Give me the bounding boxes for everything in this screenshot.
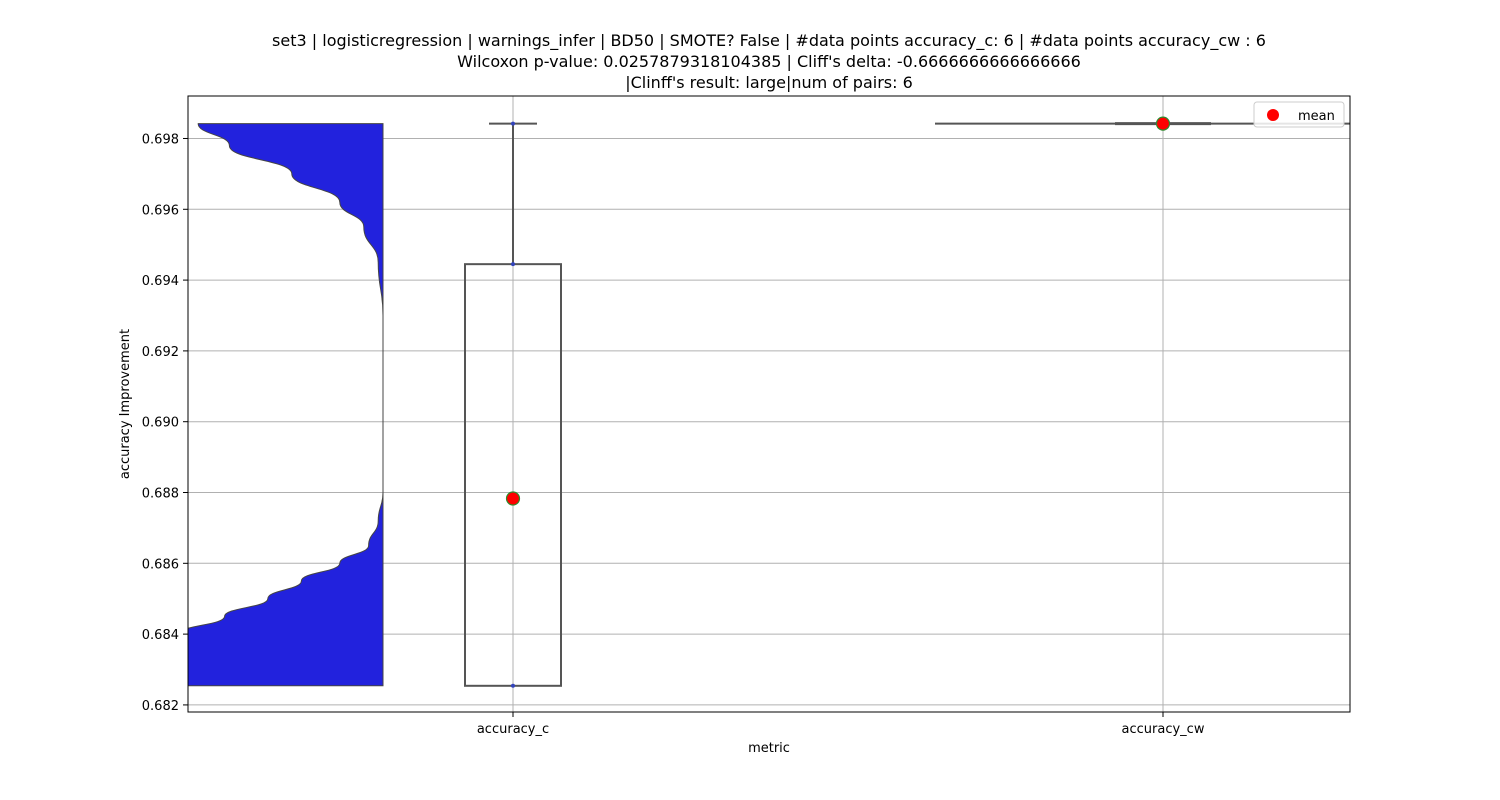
- y-tick-label: 0.684: [142, 628, 179, 643]
- y-tick-label: 0.682: [142, 699, 179, 714]
- box-accuracy-c: [464, 121, 562, 688]
- y-axis-label: accuracy Improvement: [118, 329, 133, 479]
- violin-accuracy-c: [188, 123, 384, 687]
- x-axis-label: metric: [748, 741, 790, 756]
- x-tick-label: accuracy_cw: [1122, 722, 1205, 737]
- y-tick-label: 0.694: [142, 274, 179, 289]
- legend: mean: [1253, 101, 1345, 128]
- legend-mean-marker: [1267, 109, 1279, 121]
- legend-mean-label: mean: [1298, 109, 1335, 124]
- title-line-2: Wilcoxon p-value: 0.0257879318104385 | C…: [457, 52, 1081, 71]
- max-point: [511, 121, 515, 126]
- title-line-3: |Clinff's result: large|num of pairs: 6: [625, 73, 913, 92]
- plot-frame: [187, 95, 1351, 713]
- mean-marker: [505, 491, 521, 506]
- mean-marker: [1155, 116, 1171, 131]
- q3-point: [511, 262, 515, 267]
- legend-box: [1253, 101, 1345, 128]
- y-tick-label: 0.698: [142, 132, 179, 147]
- y-tick-label: 0.696: [142, 203, 179, 218]
- y-tick-label: 0.690: [142, 416, 179, 431]
- x-tick-label: accuracy_c: [477, 722, 549, 737]
- y-tick-label: 0.686: [142, 557, 179, 572]
- axes: 0.682 0.684 0.686 0.688 0.690 0.692 0.694 0.696…: [142, 132, 1205, 737]
- title-line-1: set3 | logisticregression | warnings_inf…: [272, 31, 1266, 51]
- chart-title: set3 | logisticregression | warnings_inf…: [272, 31, 1266, 92]
- y-tick-label: 0.688: [142, 487, 179, 502]
- min-point: [511, 683, 515, 688]
- y-tick-label: 0.692: [142, 345, 179, 360]
- plot-area: [188, 116, 1350, 688]
